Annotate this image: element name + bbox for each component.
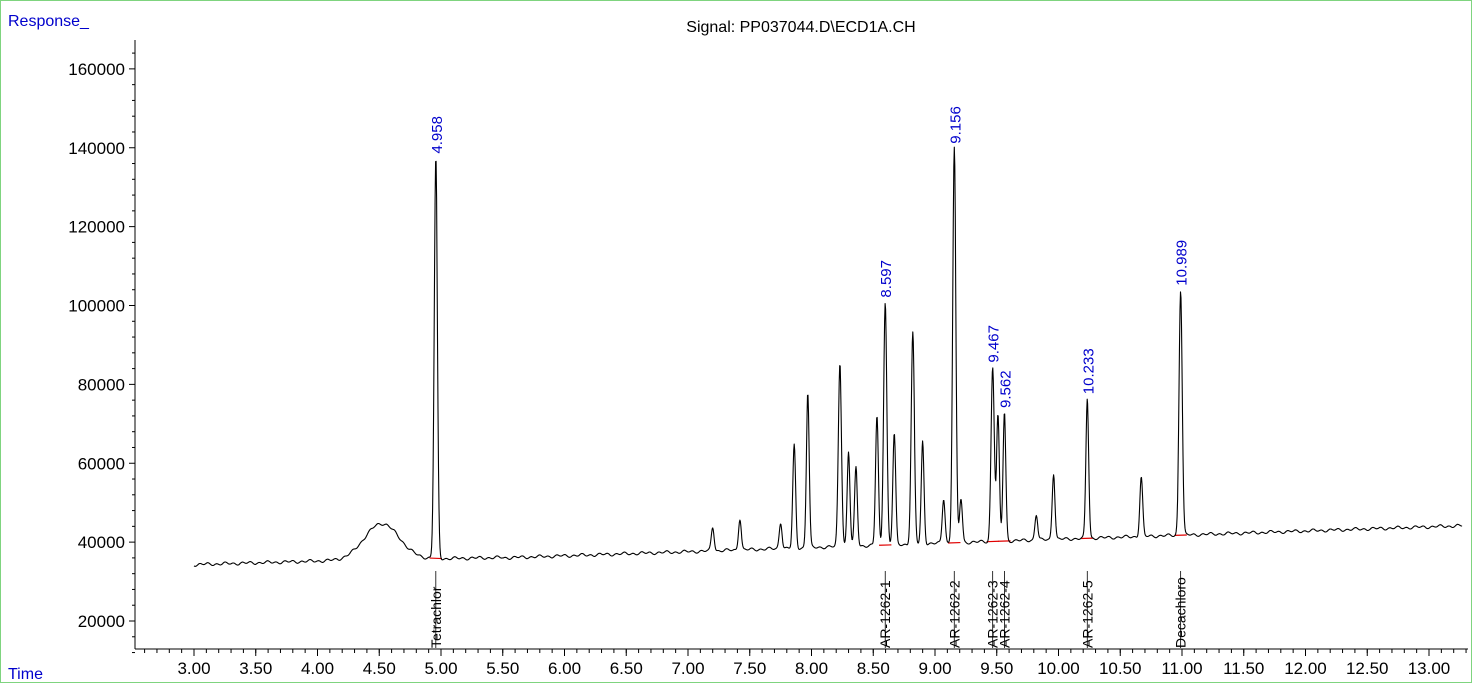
- x-tick-label: 4.50: [363, 659, 396, 678]
- x-tick-label: 10.00: [1037, 659, 1080, 678]
- baselines: [429, 534, 1187, 560]
- signal-title: Signal: PP037044.D\ECD1A.CH: [686, 19, 915, 36]
- y-tick-label: 140000: [68, 139, 125, 158]
- signal-trace: [193, 146, 1463, 567]
- integration-baseline: [429, 557, 443, 560]
- peak-label: 4.958: [429, 116, 446, 154]
- x-tick-label: 6.00: [548, 659, 581, 678]
- x-tick-label: 12.00: [1284, 659, 1327, 678]
- x-tick-label: 7.50: [733, 659, 766, 678]
- compound-label: AR-1262-3: [985, 580, 1001, 648]
- compound-label: Tetrachlor: [428, 586, 444, 648]
- y-tick-label: 100000: [68, 297, 125, 316]
- x-tick-label: 8.00: [795, 659, 828, 678]
- y-tick-label: 40000: [78, 533, 125, 552]
- compound-labels: Tetrachlor AR-1262-1 AR-1262-2 AR-1262-3AR-…: [428, 571, 1189, 648]
- peak-label: 9.467: [986, 325, 1003, 363]
- peak-label: 8.597: [878, 260, 895, 298]
- x-tick-label: 4.00: [301, 659, 334, 678]
- peak-label: 10.989: [1174, 240, 1191, 286]
- x-tick-label: 6.50: [610, 659, 643, 678]
- y-tick-label: 20000: [78, 612, 125, 631]
- x-tick-label: 9.00: [918, 659, 951, 678]
- compound-label: AR-1262-2: [946, 580, 962, 648]
- x-tick-label: 9.50: [980, 659, 1013, 678]
- peak-label: 10.233: [1080, 348, 1097, 394]
- axes: 20000 40000 60000 80000 100000 120000 140000 16…: [68, 40, 1468, 678]
- x-tick-label: 5.00: [424, 659, 457, 678]
- x-tick-label: 8.50: [857, 659, 890, 678]
- x-tick-label: 5.50: [486, 659, 519, 678]
- x-tick-label: 3.00: [177, 659, 210, 678]
- x-axis-title: Time: [8, 666, 43, 683]
- y-tick-label: 160000: [68, 60, 125, 79]
- x-tick-label: 10.50: [1099, 659, 1142, 678]
- compound-label: AR-1262-5: [1079, 580, 1095, 648]
- peak-labels: 4.958 8.597 9.156 9.467 9.562 10.233 10.989: [429, 106, 1191, 408]
- x-tick-label: 12.50: [1346, 659, 1389, 678]
- x-tick-label: 11.50: [1223, 659, 1264, 678]
- compound-label: Decachloro: [1173, 577, 1189, 648]
- x-tick-label: 11.00: [1161, 659, 1202, 678]
- peak-label: 9.562: [997, 370, 1014, 408]
- compound-label: AR-1262-1: [877, 580, 893, 648]
- x-tick-label: 7.00: [671, 659, 704, 678]
- peak-label: 9.156: [947, 106, 964, 144]
- y-tick-label: 80000: [78, 375, 125, 394]
- compound-label: AR-1262-4: [996, 580, 1012, 648]
- x-tick-label: 3.50: [239, 659, 272, 678]
- y-axis-title: Response_: [8, 13, 90, 30]
- y-tick-label: 120000: [68, 218, 125, 237]
- y-tick-label: 60000: [78, 454, 125, 473]
- x-tick-label: 13.00: [1408, 659, 1451, 678]
